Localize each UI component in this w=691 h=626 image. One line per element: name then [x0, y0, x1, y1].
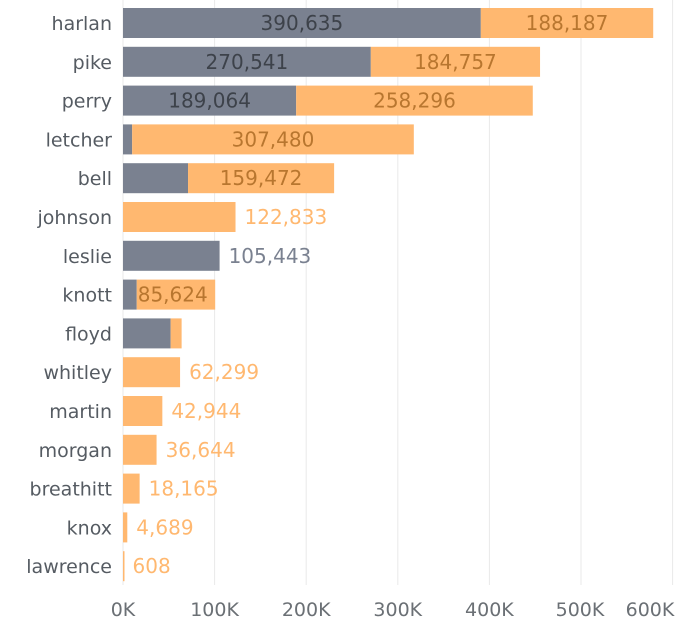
value-label-orange: 85,624: [138, 283, 208, 307]
bar-segment-orange: [123, 512, 128, 543]
value-label-orange: 36,644: [166, 438, 236, 462]
category-label: floyd: [65, 323, 112, 345]
category-label: lawrence: [26, 556, 112, 578]
value-label-orange: 42,944: [171, 399, 241, 423]
bars: [123, 8, 654, 582]
x-tick-label: 100K: [190, 599, 239, 621]
x-tick-label: 500K: [556, 599, 605, 621]
category-labels: harlan pike perry letcher bell johnson leslie k…: [26, 13, 112, 578]
value-label-gray: 105,443: [229, 244, 312, 268]
value-label-orange: 62,299: [189, 360, 259, 384]
category-label: perry: [62, 91, 112, 113]
category-label: knott: [62, 285, 112, 307]
bar-segment-gray: [123, 279, 137, 310]
bar-segment-orange: [296, 85, 533, 116]
value-labels: 390,635 188,187 270,541 184,757 189,064 258,2…: [133, 11, 609, 578]
bar-segment-orange: [370, 46, 541, 77]
bar-segment-gray: [123, 124, 133, 155]
value-label-orange: 258,296: [373, 89, 456, 113]
value-label-orange: 18,165: [149, 477, 219, 501]
value-label-orange: 159,472: [220, 166, 303, 190]
category-label: breathitt: [30, 479, 112, 501]
category-label: morgan: [39, 440, 112, 462]
bar-segment-orange: [123, 473, 140, 504]
bar-segment-orange: [170, 318, 182, 349]
bar-segment-gray: [123, 163, 189, 194]
value-label-orange: 188,187: [526, 11, 609, 35]
x-tick-label: 300K: [373, 599, 422, 621]
bar-segment-orange: [123, 551, 125, 582]
category-label: pike: [73, 52, 112, 74]
bar-segment-gray: [123, 8, 481, 38]
category-label: letcher: [46, 129, 113, 151]
bar-segment-gray: [123, 318, 171, 349]
value-label-orange: 608: [133, 554, 171, 578]
category-label: harlan: [52, 13, 112, 35]
value-label-orange: 122,833: [245, 205, 328, 229]
bar-segment-gray: [123, 240, 220, 271]
x-tick-label: 600K: [626, 599, 675, 621]
x-tick-label: 0K: [111, 599, 136, 621]
bar-segment-orange: [123, 434, 157, 465]
bar-segment-orange: [132, 124, 414, 155]
category-label: bell: [78, 168, 112, 190]
bar-segment-orange: [123, 202, 236, 232]
category-label: whitley: [43, 362, 112, 384]
bar-segment-orange: [123, 396, 163, 426]
value-label-gray: 270,541: [206, 50, 289, 74]
x-axis-tick-labels: 0K 100K 200K 300K 400K 500K 600K: [111, 599, 675, 621]
category-label: leslie: [63, 246, 112, 268]
x-tick-label: 200K: [282, 599, 331, 621]
value-label-orange: 184,757: [414, 50, 497, 74]
value-label-gray: 390,635: [261, 11, 344, 35]
value-label-orange: 4,689: [136, 515, 193, 539]
category-label: martin: [49, 401, 112, 423]
category-label: knox: [67, 517, 112, 539]
bar-segment-orange: [136, 279, 216, 310]
bar-segment-orange: [480, 8, 654, 38]
category-label: johnson: [36, 207, 112, 229]
bar-segment-gray: [123, 85, 297, 116]
bar-segment-gray: [123, 46, 371, 77]
value-label-orange: 307,480: [232, 127, 315, 151]
value-label-gray: 189,064: [168, 89, 251, 113]
bar-segment-orange: [188, 163, 335, 194]
bar-segment-orange: [123, 357, 181, 388]
x-tick-label: 400K: [465, 599, 514, 621]
